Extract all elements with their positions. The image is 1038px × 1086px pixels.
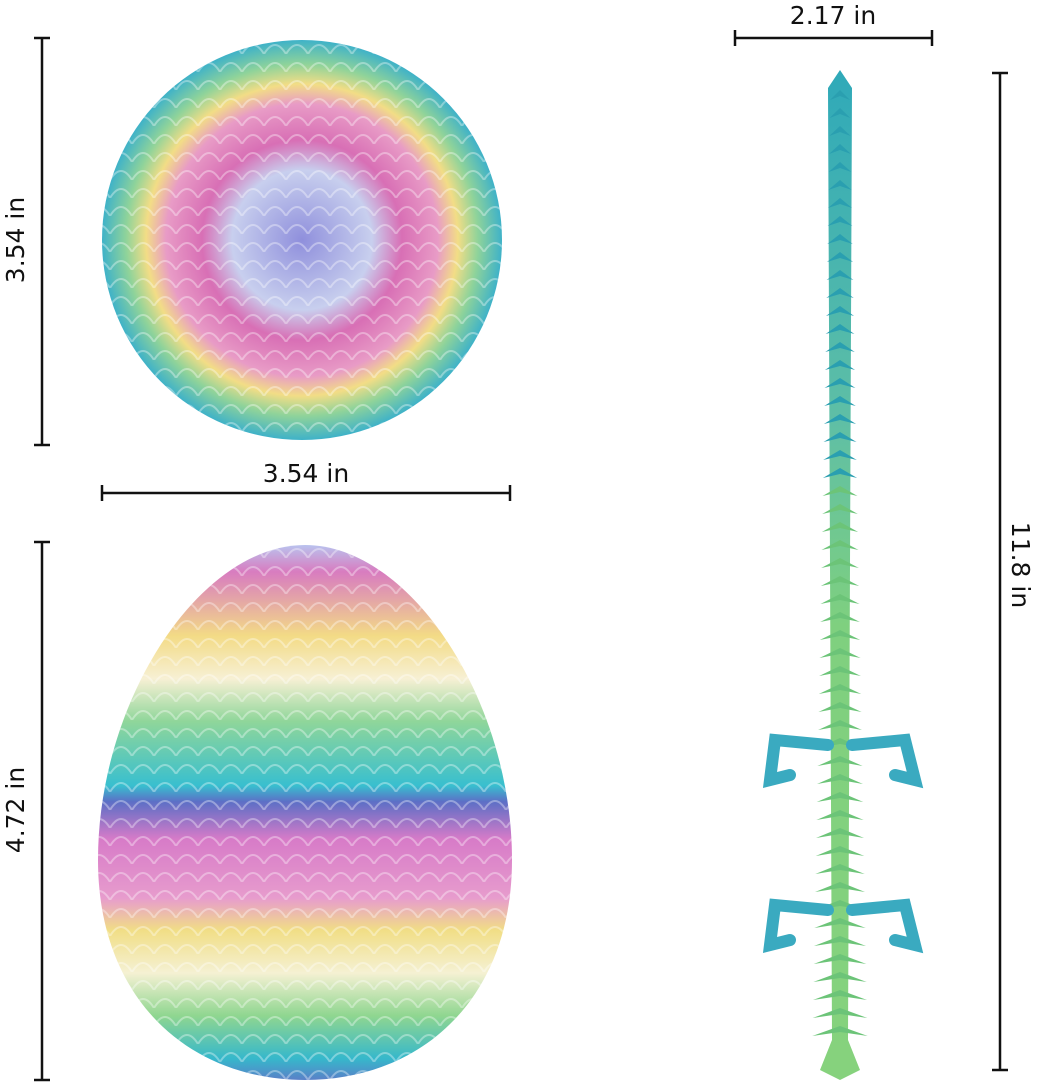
dragon-vertebra — [818, 720, 862, 730]
dragon-width-label: 2.17 in — [790, 1, 876, 30]
egg-side-view — [98, 545, 512, 1080]
dragon-vertebra — [828, 180, 852, 190]
egg-top-height-label: 3.54 in — [1, 197, 30, 283]
dragon-vertebra — [820, 612, 860, 622]
dragon-vertebra — [824, 360, 856, 370]
dragon-vertebra — [830, 90, 850, 100]
dragon-vertebra — [821, 540, 859, 550]
dragon-vertebra — [813, 936, 867, 946]
dragon-vertebra — [822, 504, 858, 514]
dragon-vertebra — [822, 486, 858, 496]
dragon-vertebra — [817, 774, 863, 784]
dragon-vertebra — [816, 792, 864, 802]
dragon-vertebra — [823, 414, 857, 424]
dragon-vertebra — [824, 396, 856, 406]
dragon-vertebra — [821, 522, 859, 532]
dragon-vertebra — [827, 234, 853, 244]
dragon-vertebra — [823, 450, 857, 460]
dragon-length-label: 11.8 in — [1006, 522, 1035, 608]
dragon-vertebra — [828, 144, 852, 154]
dragon-vertebra — [812, 1026, 868, 1036]
dragon-vertebra — [814, 882, 866, 892]
dragon-vertebra — [829, 108, 851, 118]
dragon-vertebra — [826, 270, 854, 280]
dragon-vertebra — [815, 864, 865, 874]
egg-side-height-label: 4.72 in — [1, 767, 30, 853]
dragon-vertebra — [826, 252, 854, 262]
dragon-vertebra — [816, 810, 864, 820]
dragon-vertebra — [812, 990, 868, 1000]
dragon-vertebra — [813, 954, 867, 964]
dragon-vertebra — [825, 306, 855, 316]
dragon-vertebra — [828, 162, 852, 172]
dimension-lines — [34, 30, 1008, 1082]
dragon-vertebra — [826, 288, 854, 298]
egg-top-view — [102, 40, 502, 440]
dragon-vertebra — [827, 216, 853, 226]
dragon-vertebra — [815, 846, 865, 856]
dragon-vertebra — [820, 576, 860, 586]
dragon-vertebra — [823, 432, 857, 442]
dragon-vertebra — [827, 198, 853, 208]
dragon-vertebra — [814, 918, 866, 928]
dragon-vertebra — [818, 684, 862, 694]
dragon-vertebra — [813, 972, 867, 982]
dragon-vertebra — [820, 594, 860, 604]
dragon-vertebra — [819, 630, 861, 640]
dragon-vertebra — [824, 378, 856, 388]
dragon-vertebra — [821, 558, 859, 568]
dragon-vertebra — [818, 702, 862, 712]
articulated-dragon — [762, 70, 924, 1080]
egg-top-width-label: 3.54 in — [263, 459, 349, 488]
dragon-vertebra — [819, 648, 861, 658]
dragon-vertebra — [825, 324, 855, 334]
dragon-vertebra — [829, 126, 851, 136]
dragon-vertebra — [819, 666, 861, 676]
dragon-vertebra — [817, 756, 863, 766]
dragon-vertebra — [816, 828, 864, 838]
dragon-vertebra — [822, 468, 858, 478]
dragon-vertebra — [825, 342, 855, 352]
dragon-vertebra — [812, 1008, 868, 1018]
